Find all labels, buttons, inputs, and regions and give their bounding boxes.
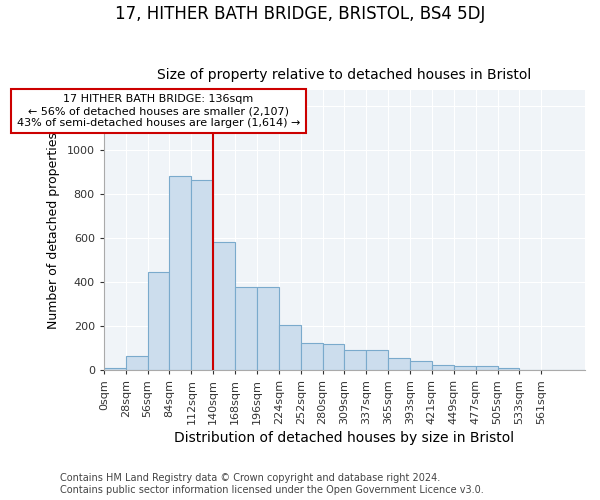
X-axis label: Distribution of detached houses by size in Bristol: Distribution of detached houses by size … (175, 431, 514, 445)
Bar (454, 366, 476, 370)
Text: 17 HITHER BATH BRIDGE: 136sqm
← 56% of detached houses are smaller (2,107)
43% o: 17 HITHER BATH BRIDGE: 136sqm ← 56% of d… (17, 94, 300, 128)
Bar (148, 272, 169, 370)
Bar (279, 324, 301, 370)
Bar (104, 368, 126, 370)
Bar (257, 288, 279, 370)
Bar (388, 358, 410, 370)
Y-axis label: Number of detached properties: Number of detached properties (47, 132, 60, 328)
Bar (169, 176, 191, 370)
Bar (126, 356, 148, 370)
Bar (235, 288, 257, 370)
Bar (432, 366, 454, 370)
Bar (344, 350, 366, 370)
Title: Size of property relative to detached houses in Bristol: Size of property relative to detached ho… (157, 68, 532, 82)
Bar (497, 368, 520, 370)
Bar (410, 361, 432, 370)
Bar (301, 344, 323, 370)
Bar (213, 242, 235, 370)
Bar (476, 366, 497, 370)
Bar (323, 344, 344, 370)
Text: 17, HITHER BATH BRIDGE, BRISTOL, BS4 5DJ: 17, HITHER BATH BRIDGE, BRISTOL, BS4 5DJ (115, 5, 485, 23)
Bar (191, 180, 213, 370)
Bar (366, 350, 388, 370)
Text: Contains HM Land Registry data © Crown copyright and database right 2024.
Contai: Contains HM Land Registry data © Crown c… (60, 474, 484, 495)
